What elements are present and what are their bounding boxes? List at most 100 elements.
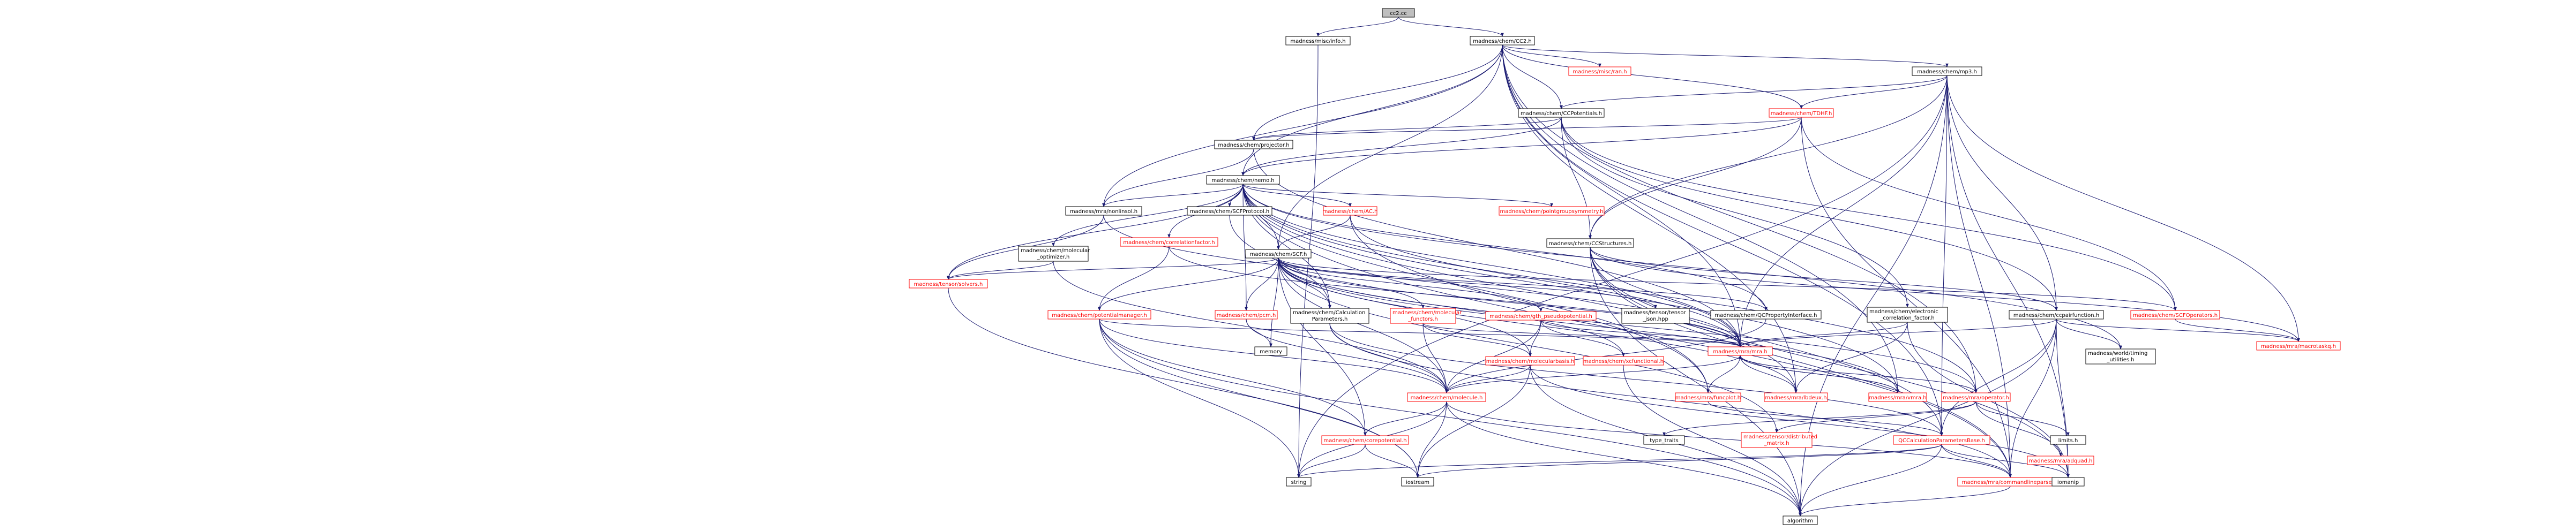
node-tensorjson-hpp[interactable]: madness/tensor/tensor_json.hpp [1621,308,1690,324]
node-CalculationParameters-h[interactable]: madness/chem/CalculationParameters.h [1290,308,1369,324]
node-adquad-h[interactable]: madness/mra/adquad.h [2027,456,2094,465]
node-SCFProtocol-h[interactable]: madness/chem/SCFProtocol.h [1187,206,1272,216]
edge-potentialmanager_h-to-algorithm [1099,318,1802,517]
node-type-traits[interactable]: type_traits [1643,435,1685,445]
edge-SCF_h-to-gth_pseudopotential_h [1278,257,1542,312]
node-gth-pseudopotential-h[interactable]: madness/chem/gth_pseudopotential.h [1485,311,1597,321]
edge-ccpairfunction_h-to-algorithm [1799,318,2057,517]
node-algorithm[interactable]: algorithm [1783,515,1818,525]
node-box [2085,348,2156,365]
node-label: madness/chem/potentialmanager.h [1052,313,1147,318]
node-pcm-h[interactable]: madness/chem/pcm.h [1215,310,1278,320]
node-box [1018,246,1089,262]
node-SCF-h[interactable]: madness/chem/SCF.h [1245,249,1312,259]
node-box [1893,435,1990,445]
edge-mp3_h-to-CCStructures_h [1589,75,1948,239]
node-distributed-matrix-h[interactable]: madness/tensor/distributed_matrix.h [1741,432,1817,448]
node-label: madness/tensor/distributed [1743,434,1817,440]
node-commandlineparser-h[interactable]: madness/mra/commandlineparser.h [1957,477,2063,487]
edge-molecule_h-to-corepotential_h [1364,401,1447,436]
edge-CCStructures_h-to-commandlineparser_h [1590,247,2012,478]
node-projector-h[interactable]: madness/chem/projector.h [1214,140,1293,149]
node-string[interactable]: string [1286,477,1312,487]
node-box [1708,346,1773,356]
edge-CalculationParameters_h-to-molecule_h [1329,323,1448,393]
edge-nemo_h-to-nonlinsol_h [1102,184,1244,207]
node-nemo-h[interactable]: madness/chem/nemo.h [1206,175,1280,185]
node-box [1643,435,1685,445]
edge-mp3_h-to-algorithm [1799,75,1948,517]
edge-SCF_h-to-lbdeux_h [1278,257,1798,393]
node-limits-h[interactable]: limits.h [2050,435,2086,445]
node-TDHF-h[interactable]: madness/chem/TDHF.h [1769,108,1834,118]
node-label: madness/chem/pointgroupsymmetry.h [1500,209,1604,215]
node-molecularbasis-h[interactable]: madness/chem/molecularbasis.h [1485,356,1575,366]
node-box [2050,435,2086,445]
edge-operator_h-to-adquad_h [1975,401,2062,457]
edge-info_h-to-string [1297,44,1319,478]
node-funcplot-h[interactable]: madness/mra/funcplot.h [1675,392,1741,402]
node-label: memory [1260,349,1282,355]
edge-mra_h-to-molecule_h [1445,355,1741,393]
edge-potentialmanager_h-to-mra_h [1099,318,1742,347]
node-label: iostream [1406,480,1429,486]
node-molecular-optimizer-h[interactable]: madness/chem/molecular_optimizer.h [1018,246,1090,262]
node-vmra-h[interactable]: madness/mra/vmra.h [1868,392,1927,402]
edge-gth_pseudopotential_h-to-xcfunctional_h [1540,320,1625,357]
node-iostream[interactable]: iostream [1401,477,1434,487]
edge-CC2_h-to-mp3_h [1502,44,1949,67]
node-iomanip[interactable]: iomanip [2051,477,2085,487]
edge-molecular_functors_h-to-molecularbasis_h [1422,323,1532,357]
node-molecular-functors-h[interactable]: madness/chem/molecular_functors.h [1390,308,1462,324]
node-box [1485,356,1575,366]
edge-AC_h-to-SCF_h [1277,215,1351,250]
edge-mp3_h-to-macrotaskq_h [1946,75,2300,342]
node-molecule-h[interactable]: madness/chem/molecule.h [1407,392,1486,402]
node-corepotential-h[interactable]: madness/chem/corepotential.h [1321,435,1409,445]
node-tensorsolvers-h[interactable]: madness/tensor/solvers.h [909,279,988,289]
edge-corepotential_h-to-iostream [1365,444,1419,478]
node-correlationfactor-h[interactable]: madness/chem/correlationfactor.h [1120,237,1218,247]
node-box [1215,310,1278,320]
node-pointgroupsymmetry-h[interactable]: madness/chem/pointgroupsymmetry.h [1499,206,1605,216]
node-info-h[interactable]: madness/misc/info.h [1285,36,1351,45]
edge-CCStructures_h-to-algorithm [1590,247,1802,517]
edge-SCF_h-to-tensorjson_hpp [1278,257,1657,309]
node-label: madness/tensor/tensor [1624,310,1686,316]
node-label: madness/chem/AC.h [1323,209,1378,215]
node-xcfunctional-h[interactable]: madness/chem/xcfunctional.h [1583,356,1664,366]
node-QCPropertyInterface-h[interactable]: madness/chem/QCPropertyInterface.h [1710,310,1822,320]
edge-molecule_h-to-iostream [1416,401,1447,478]
node-SCFOperators-h[interactable]: madness/chem/SCFOperators.h [2130,310,2220,320]
node-electronic-correlation-factor-h[interactable]: madness/chem/electronic_correlation_fact… [1867,307,1948,323]
node-macrotaskq-h[interactable]: madness/mra/macrotaskq.h [2256,341,2341,351]
node-ran-h[interactable]: madness/misc/ran.h [1568,66,1631,76]
node-box [1546,238,1634,248]
node-world-utilities-h[interactable]: madness/world/timing_utilities.h [2085,348,2156,365]
node-label: _utilities.h [2106,357,2134,363]
node-lbdeux-h[interactable]: madness/mra/lbdeux.h [1764,392,1828,402]
node-CCPotentials-h[interactable]: madness/chem/CCPotentials.h [1518,108,1605,118]
node-QCCalculationParametersBase-h[interactable]: QCCalculationParametersBase.h [1893,435,1990,445]
edge-TDHF_h-to-commandlineparser_h [1801,117,2012,478]
node-operator-h[interactable]: madness/mra/operator.h [1941,392,2011,402]
node-box [1206,175,1280,185]
edge-molecular_functors_h-to-mra_h [1422,323,1742,347]
node-CC2-h[interactable]: madness/chem/CC2.h [1470,36,1535,45]
node-mra-h[interactable]: madness/mra/mra.h [1708,346,1773,356]
node-label: madness/chem/CCStructures.h [1549,241,1632,247]
node-box [1769,108,1834,118]
edge-SCF_h-to-pcm_h [1245,257,1279,311]
node-CCStructures-h[interactable]: madness/chem/CCStructures.h [1546,238,1634,248]
node-cc2-cc: cc2.cc [1382,8,1415,18]
node-ccpairfunction-h[interactable]: madness/chem/ccpairfunction.h [2009,310,2104,320]
node-mp3-h[interactable]: madness/chem/mp3.h [1912,66,1982,76]
edge-AC_h-to-mra_h [1350,215,1742,347]
node-AC-h[interactable]: madness/chem/AC.h [1323,206,1378,216]
node-memory[interactable]: memory [1254,346,1287,356]
node-label: madness/chem/CCPotentials.h [1521,111,1602,117]
node-potentialmanager-h[interactable]: madness/chem/potentialmanager.h [1047,310,1151,320]
node-nonlinsol-h[interactable]: madness/mra/nonlinsol.h [1065,206,1142,216]
edge-molecularbasis_h-to-iomanip [1530,365,2070,478]
edge-SCF_h-to-molecule_h [1278,257,1448,393]
